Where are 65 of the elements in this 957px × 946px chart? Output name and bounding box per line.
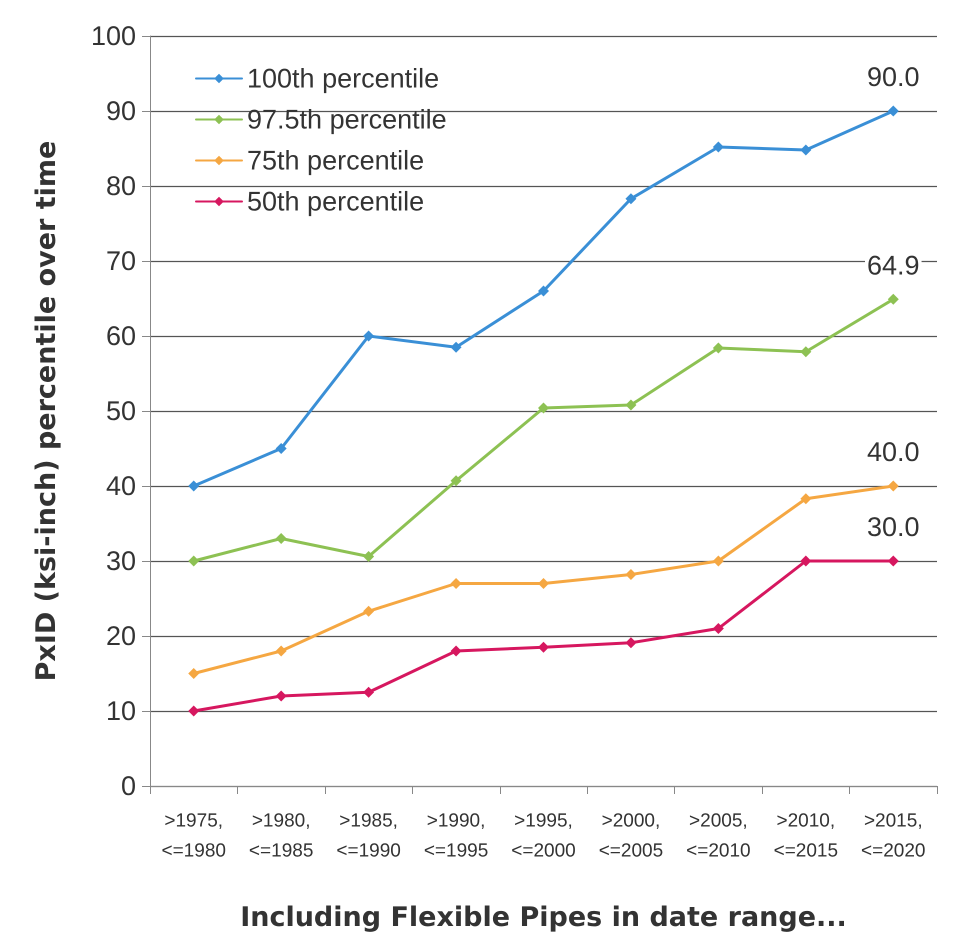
y-tick-label: 50: [106, 396, 136, 426]
y-tick-label: 10: [106, 696, 136, 726]
point: [712, 142, 724, 152]
point: [363, 330, 374, 342]
y-tick-label: 20: [106, 621, 136, 651]
point: [800, 144, 812, 156]
point: [538, 642, 549, 653]
point: [888, 106, 899, 116]
y-tick-label: 60: [106, 321, 136, 351]
point: [450, 342, 462, 353]
legend-label: 50th percentile: [247, 186, 424, 216]
point: [450, 475, 462, 486]
x-axis-title: Including Flexible Pipes in date range...: [240, 902, 847, 933]
legend-label: 100th percentile: [247, 64, 440, 94]
legend-label: 97.5th percentile: [247, 104, 447, 134]
point: [538, 286, 549, 296]
y-tick-label: 0: [120, 771, 136, 801]
legend-label: 75th percentile: [247, 146, 424, 176]
point: [712, 556, 724, 566]
point: [625, 400, 636, 410]
point: [712, 342, 724, 354]
point: [276, 690, 287, 702]
data-label: 40.0: [866, 437, 920, 467]
data-label: 30.0: [866, 512, 920, 542]
x-tick-label: >2010, <=2015: [774, 810, 838, 862]
x-tick-label: >2005, <=2010: [686, 810, 751, 862]
point: [800, 346, 812, 358]
x-tick-label: >1995, <=2000: [511, 810, 576, 862]
point: [888, 294, 899, 305]
point: [188, 668, 200, 679]
x-tick-label: >2000, <=2005: [598, 810, 664, 862]
y-axis-title: PxID (ksi-inch) percentile over time: [31, 140, 62, 682]
point: [188, 480, 200, 492]
point: [363, 686, 374, 698]
point: [363, 551, 374, 562]
point: [450, 646, 462, 656]
point: [625, 637, 636, 648]
point: [188, 556, 200, 566]
y-tick-label: 80: [106, 171, 136, 201]
point: [800, 556, 812, 566]
x-tick-label: >1980, <=1985: [248, 810, 314, 862]
x-tick-label: >2015, <=2020: [861, 810, 926, 862]
point: [712, 623, 724, 634]
point: [276, 646, 287, 656]
point: [625, 193, 636, 204]
data-label: 90.0: [866, 62, 920, 92]
y-tick-label: 90: [106, 96, 136, 126]
point: [276, 443, 287, 454]
point: [538, 578, 549, 589]
point: [888, 556, 899, 566]
point: [800, 493, 812, 504]
point: [888, 480, 899, 492]
point: [538, 402, 549, 414]
data-label: 64.9: [866, 250, 920, 280]
x-tick-label: >1985, <=1990: [336, 810, 401, 862]
y-tick-label: 100: [90, 21, 136, 51]
y-tick-label: 30: [106, 546, 136, 576]
point: [363, 606, 374, 617]
point: [188, 706, 200, 716]
point: [276, 533, 287, 544]
point: [625, 569, 636, 580]
y-tick-label: 70: [106, 246, 136, 276]
x-tick-label: >1990, <=1995: [424, 810, 488, 862]
y-tick-label: 40: [106, 471, 136, 501]
x-tick-label: >1975, <=1980: [161, 810, 226, 862]
